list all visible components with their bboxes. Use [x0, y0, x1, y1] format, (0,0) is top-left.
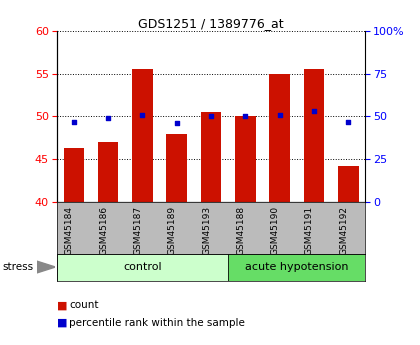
Bar: [304, 69, 324, 202]
Point: [173, 120, 180, 126]
Point: [242, 114, 249, 119]
Point: [276, 112, 283, 118]
Text: ■: ■: [57, 318, 67, 327]
Text: GSM45188: GSM45188: [236, 206, 245, 255]
Text: GSM45186: GSM45186: [99, 206, 108, 255]
Text: GSM45189: GSM45189: [168, 206, 177, 255]
Bar: [201, 112, 221, 202]
Bar: [228, 254, 365, 281]
Text: GSM45192: GSM45192: [339, 206, 348, 255]
Bar: [166, 134, 187, 202]
Point: [208, 114, 215, 119]
Point: [71, 119, 77, 124]
Text: GSM45191: GSM45191: [305, 206, 314, 255]
Point: [310, 109, 318, 114]
Text: acute hypotension: acute hypotension: [245, 263, 349, 272]
Polygon shape: [37, 261, 55, 273]
Text: control: control: [123, 263, 162, 272]
Text: GSM45184: GSM45184: [65, 206, 74, 255]
Point: [139, 112, 146, 118]
Text: ■: ■: [57, 300, 67, 310]
Bar: [235, 117, 256, 202]
Bar: [338, 166, 359, 202]
Bar: [132, 69, 153, 202]
Bar: [269, 74, 290, 202]
Text: GSM45190: GSM45190: [270, 206, 280, 255]
Text: count: count: [69, 300, 99, 310]
Bar: [63, 148, 84, 202]
Point: [105, 115, 112, 121]
Point: [345, 119, 352, 124]
Text: GSM45187: GSM45187: [134, 206, 142, 255]
Bar: [98, 142, 118, 202]
Text: stress: stress: [2, 263, 33, 272]
Bar: [57, 254, 228, 281]
Title: GDS1251 / 1389776_at: GDS1251 / 1389776_at: [138, 17, 284, 30]
Text: percentile rank within the sample: percentile rank within the sample: [69, 318, 245, 327]
Text: GSM45193: GSM45193: [202, 206, 211, 255]
